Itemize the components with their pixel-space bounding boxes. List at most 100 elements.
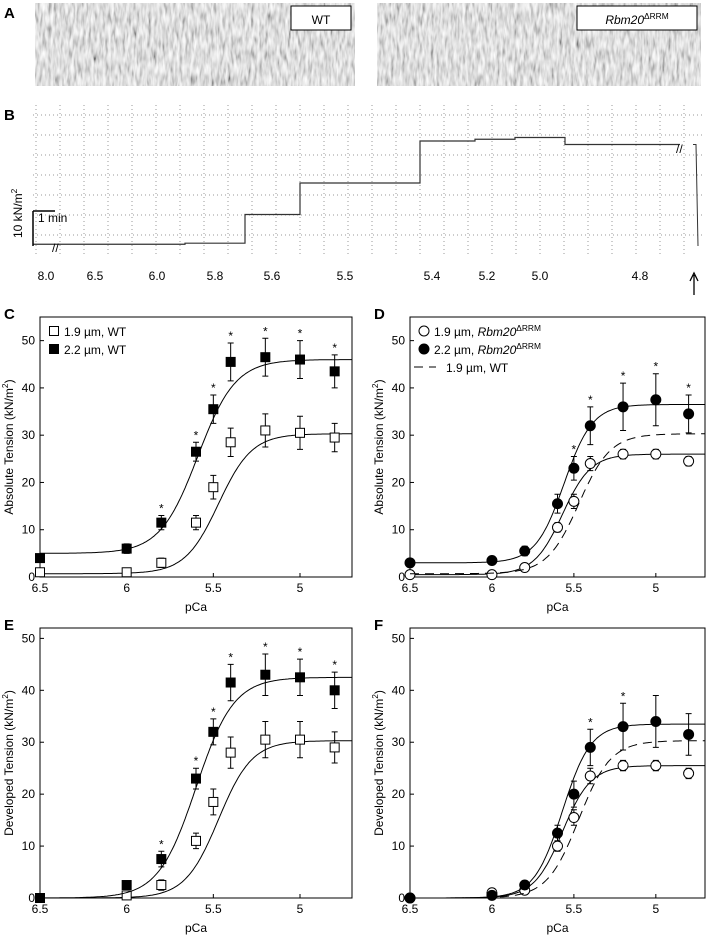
significance: * <box>211 381 216 395</box>
y-axis-label: Developed Tension (kN/m2) <box>0 690 16 836</box>
text-part: Rbm20 <box>605 13 644 27</box>
marker <box>295 427 305 438</box>
text-part: 2.2 µm, <box>434 343 478 357</box>
marker <box>191 446 201 457</box>
significance: * <box>588 715 593 729</box>
fit-curve <box>410 404 705 564</box>
marker <box>617 401 629 413</box>
marker <box>650 760 662 772</box>
marker <box>225 437 236 448</box>
significance: * <box>211 705 216 719</box>
y-tick-label: 50 <box>22 631 36 645</box>
marker <box>225 356 236 367</box>
y-tick-label: 40 <box>392 683 406 697</box>
x-tick-label: 5.5 <box>337 269 354 283</box>
fit-curve <box>410 740 705 899</box>
y-tick-label: 0 <box>28 891 35 905</box>
marker <box>584 741 596 753</box>
marker <box>552 840 563 852</box>
marker <box>35 893 45 903</box>
y-tick-label: 20 <box>22 787 36 801</box>
y-tick-label: 20 <box>22 475 36 489</box>
marker <box>121 543 132 554</box>
significance: * <box>194 754 199 768</box>
marker <box>260 734 271 745</box>
text-part: 2 <box>370 383 380 388</box>
label-box <box>576 5 698 31</box>
text-part: Absolute Tension (kN/m <box>2 388 16 515</box>
marker <box>683 408 695 420</box>
marker <box>683 455 695 467</box>
x-tick-label: 5.5 <box>205 581 222 595</box>
x-tick-label: 5.6 <box>264 269 281 283</box>
x-tick-label: 6 <box>489 902 496 916</box>
y-tick-label: 40 <box>22 683 36 697</box>
x-tick-label: 4.8 <box>632 269 649 283</box>
significance: * <box>228 329 233 343</box>
marker <box>156 854 167 865</box>
x-tick-label: 8.0 <box>38 269 55 283</box>
plot-frame <box>39 627 353 899</box>
x-tick-label: 5 <box>297 902 304 916</box>
marker <box>191 835 201 846</box>
y-tick-label: 20 <box>392 475 406 489</box>
panel-label: E <box>4 617 14 634</box>
marker <box>519 562 531 574</box>
image-label: WT <box>312 13 331 27</box>
significance: * <box>228 650 233 664</box>
y-tick-label: 10 <box>22 839 36 853</box>
tension-trace <box>33 136 680 245</box>
marker <box>329 432 340 443</box>
significance: * <box>653 360 658 374</box>
marker <box>225 677 236 688</box>
marker <box>683 767 695 779</box>
significance: * <box>159 837 164 851</box>
x-tick-label: 5.2 <box>479 269 496 283</box>
y-tick-label: 30 <box>22 735 36 749</box>
text-part: Developed Tension (kN/m <box>372 699 386 836</box>
marker <box>568 788 580 800</box>
marker <box>617 721 629 733</box>
text-part: ΔRRM <box>516 323 541 333</box>
x-tick-label: 5 <box>297 581 304 595</box>
y-tick-label: 0 <box>398 891 405 905</box>
x-tick-label: 5.8 <box>207 269 224 283</box>
marker <box>191 517 201 528</box>
x-axis-label: pCa <box>546 600 568 614</box>
x-tick-label: 5.0 <box>532 269 549 283</box>
marker <box>552 521 563 533</box>
significance: * <box>621 689 626 703</box>
marker <box>617 760 629 772</box>
marker <box>584 458 596 470</box>
y-tick-label: 50 <box>22 334 36 348</box>
y-tick-label: 50 <box>392 631 406 645</box>
plot-frame <box>409 627 706 899</box>
legend-label: 2.2 µm, WT <box>64 343 127 357</box>
marker <box>35 553 45 564</box>
x-tick-label: 6 <box>123 902 130 916</box>
marker <box>329 366 340 377</box>
marker <box>156 880 167 891</box>
text-part: Rbm20 <box>478 325 517 339</box>
marker <box>552 827 563 839</box>
legend-swatch <box>418 325 430 337</box>
text-part: 10 kN/m <box>11 193 25 238</box>
y-tick-label: 10 <box>22 523 36 537</box>
significance: * <box>298 327 303 341</box>
text-part: ) <box>372 379 386 383</box>
significance: * <box>588 393 593 407</box>
panel-label: C <box>4 306 15 323</box>
y-tick-label: 40 <box>22 381 36 395</box>
legend-label: 1.9 µm, WT <box>64 325 127 339</box>
significance: * <box>159 502 164 516</box>
marker <box>519 879 531 891</box>
text-part: 2 <box>9 188 19 193</box>
y-tick-label: 30 <box>392 428 406 442</box>
text-part: 1.9 µm, WT <box>446 361 509 375</box>
text-part: ΔRRM <box>516 341 541 351</box>
text-part: Rbm20 <box>478 343 517 357</box>
x-tick-label: 5.5 <box>566 581 583 595</box>
panel-label: A <box>4 5 15 22</box>
marker <box>404 569 416 581</box>
marker <box>260 352 271 363</box>
